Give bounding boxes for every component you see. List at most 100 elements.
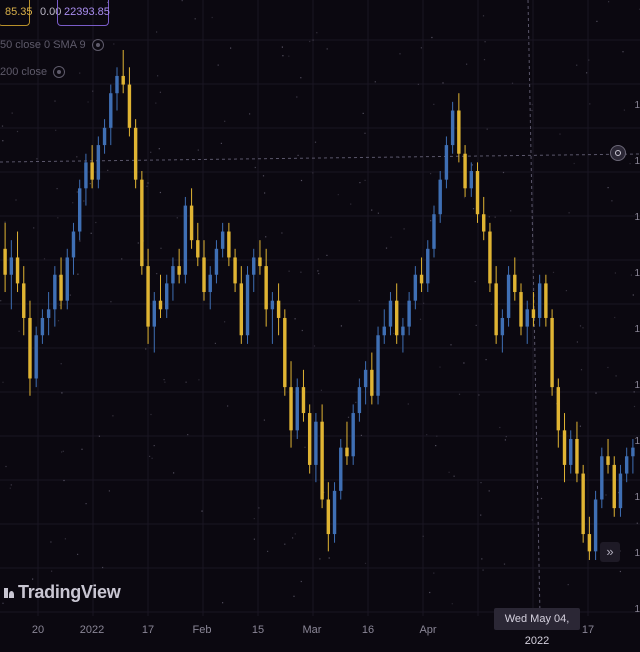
noise-dot [623,109,625,111]
noise-dot [488,490,490,492]
candle [376,326,380,405]
noise-dot [359,182,361,184]
noise-dot [611,200,613,202]
noise-dot [79,240,81,242]
target-icon[interactable] [610,145,626,161]
candle [295,378,299,439]
candle [345,421,349,465]
noise-dot [614,272,616,274]
scroll-to-latest-button[interactable]: » [600,542,620,562]
candle [121,50,125,94]
noise-dot [420,47,422,49]
noise-dot [32,578,34,580]
noise-dot [537,587,539,589]
noise-dot [281,232,283,234]
noise-dot [79,72,81,74]
indicator-legend-sma[interactable]: 50 close 0 SMA 9 [0,39,104,51]
noise-dot [304,446,306,448]
noise-dot [69,294,71,296]
candle-body [109,93,113,128]
candle-body [127,84,132,128]
candle [320,404,324,509]
eye-icon[interactable] [53,66,66,78]
candle-body [587,534,592,552]
price-chart[interactable]: 85.35 0.00 22393.85 50 close 0 SMA 9 200… [0,0,640,616]
candle [3,222,7,293]
noise-dot [632,294,634,296]
noise-dot [95,221,97,224]
noise-dot [633,405,636,408]
candle-body [208,274,212,293]
candle [84,153,88,206]
candle [482,196,486,241]
candle [401,317,405,353]
noise-dot [292,537,294,539]
noise-dot [62,450,64,452]
candle-body [600,456,604,500]
noise-dot [159,191,161,194]
price-axis[interactable]: 1 1 1 1 1 1 1 1 1 1 [628,0,640,616]
candle [426,240,430,293]
noise-dot [552,271,555,273]
candle [127,67,132,137]
noise-dot [481,558,483,560]
volume-value-box: 22393.85 [57,0,110,26]
noise-dot [511,82,514,84]
noise-dot [51,570,53,572]
tradingview-logo[interactable]: TradingView [4,582,121,603]
noise-dot [57,320,60,322]
noise-dot [2,381,4,383]
candle-body [115,75,119,94]
noise-dot [423,302,425,304]
candle [133,119,138,189]
noise-dot [531,109,533,112]
noise-dot [72,202,74,204]
noise-dot [137,242,139,244]
noise-dot [81,448,83,450]
candle-body [581,473,585,535]
candle [531,292,536,327]
candle-body [351,413,355,457]
noise-dot [52,12,54,15]
noise-dot [107,169,109,171]
noise-dot [429,591,431,594]
candle-body [9,257,14,275]
candle-body [46,309,51,318]
noise-dot [364,562,367,564]
noise-dot [482,15,485,17]
noise-dot [301,329,303,332]
eye-icon[interactable] [91,39,104,51]
candle-body [457,110,461,154]
candle-body [177,266,181,275]
candle-body [320,421,324,500]
candlestick-chart[interactable] [0,0,640,616]
candle [220,222,225,258]
candle-body [382,326,386,336]
noise-dot [198,379,200,381]
candle [550,309,554,396]
noise-dot [264,192,266,194]
candle [463,145,467,197]
candle [90,145,94,189]
candle-body [506,274,511,318]
noise-dot [451,603,453,605]
time-axis-tick: 17 [141,624,155,636]
candle [177,248,181,284]
noise-dot [102,566,104,569]
time-axis-tick: 16 [361,624,375,636]
noise-dot [60,363,62,365]
tradingview-logo-icon [4,586,14,600]
noise-dot [5,465,7,468]
noise-dot [54,100,56,102]
time-axis-tick: 17 [581,624,595,636]
candle-body [388,300,393,327]
noise-dot [579,325,582,327]
time-axis[interactable]: 20 2022 17 Feb 15 Mar 16 Apr 17 [0,616,640,640]
indicator-legend-200[interactable]: 200 close [0,66,66,78]
candle-body [15,257,20,284]
noise-dot [58,275,60,277]
noise-dot [176,217,178,219]
noise-dot [77,553,79,555]
candle-body [345,447,349,457]
noise-dot [371,209,373,211]
